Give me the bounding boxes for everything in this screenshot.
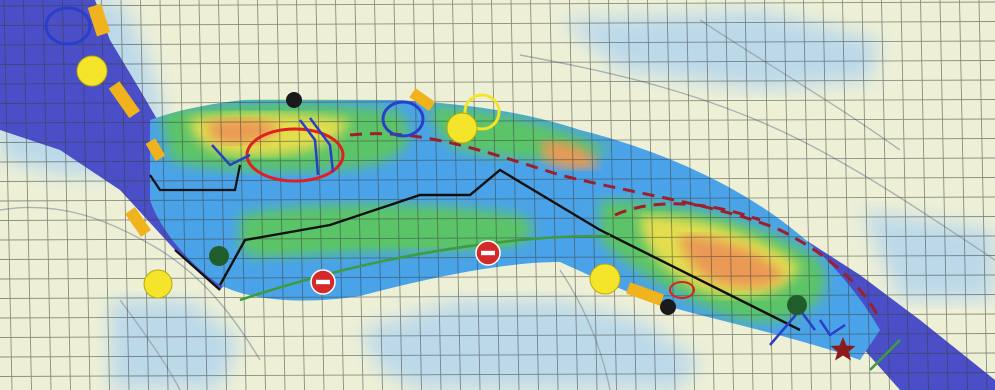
grid-line-vertical: [822, 0, 832, 390]
grid-line-vertical: [237, 0, 247, 390]
blue-ring-icon[interactable]: [381, 100, 425, 138]
grid-line-vertical: [257, 0, 266, 390]
grid-line-vertical: [861, 0, 871, 390]
grid-line-vertical: [744, 0, 754, 390]
grid-line-vertical: [510, 0, 520, 390]
barrier-icon[interactable]: [108, 81, 141, 119]
grid-line-vertical: [939, 0, 949, 390]
grid-line-vertical: [569, 0, 578, 390]
green-route-line: [869, 339, 901, 371]
grid-line-horizontal: [0, 216, 995, 221]
grid-line-vertical: [23, 0, 32, 390]
grid-line-vertical: [959, 0, 968, 390]
grid-line-vertical: [627, 0, 637, 390]
grid-line-vertical: [335, 0, 344, 390]
grid-line-vertical: [354, 0, 364, 390]
zone-boundary-line: [218, 168, 801, 332]
grid-line-vertical: [140, 0, 149, 390]
grid-line-horizontal: [0, 352, 995, 358]
buoys[interactable]: [76, 55, 621, 299]
marker-posts[interactable]: [209, 92, 807, 315]
barrier-icon[interactable]: [409, 88, 436, 111]
grid-line-vertical: [549, 0, 559, 390]
grid-line-vertical: [315, 0, 325, 390]
star-icon[interactable]: [830, 337, 856, 361]
grid-line-vertical: [179, 0, 188, 390]
grid-line-horizontal: [0, 313, 995, 319]
zone-boundary-line: [149, 164, 242, 192]
grid-line-horizontal: [0, 196, 995, 202]
grid-line-vertical: [842, 0, 851, 390]
no-entry-signs[interactable]: [310, 240, 501, 295]
grid-line-vertical: [159, 0, 169, 390]
buoy-icon[interactable]: [76, 55, 108, 87]
yellow-ring-icon[interactable]: [463, 93, 501, 131]
grid-line-vertical: [62, 0, 71, 390]
grid-line-vertical: [530, 0, 539, 390]
marker-post-icon[interactable]: [660, 299, 676, 315]
grid-line-horizontal: [0, 60, 995, 65]
grid-line-vertical: [666, 0, 676, 390]
buoy-icon[interactable]: [589, 263, 621, 295]
barrier-icon[interactable]: [145, 138, 166, 162]
grid-line-horizontal: [0, 138, 995, 143]
grid-line-vertical: [725, 0, 734, 390]
grid-line-horizontal: [0, 40, 995, 46]
buoy-icon[interactable]: [446, 112, 478, 144]
blue-ring-icon[interactable]: [44, 6, 92, 46]
grid-line-vertical: [218, 0, 227, 390]
grid-line-horizontal: [0, 99, 995, 104]
grid-line-vertical: [764, 0, 773, 390]
grid-line-horizontal: [0, 235, 995, 241]
red-ring-icon[interactable]: [245, 127, 345, 183]
grid-line-horizontal: [0, 79, 995, 85]
grid-line-horizontal: [0, 177, 995, 182]
red-ring-icon[interactable]: [669, 281, 695, 299]
grid-line-vertical: [374, 0, 383, 390]
grid-line-vertical: [881, 0, 890, 390]
grid-line-vertical: [3, 0, 13, 390]
grid-line-vertical: [978, 0, 988, 390]
zone-boundary-line: [174, 249, 221, 291]
grid-line-vertical: [705, 0, 715, 390]
no-entry-icon[interactable]: [310, 269, 336, 295]
grid-line-vertical: [588, 0, 598, 390]
grid-line-vertical: [491, 0, 500, 390]
grid-line-vertical: [686, 0, 695, 390]
grid-line-vertical: [198, 0, 208, 390]
barrier-icon[interactable]: [626, 282, 664, 306]
no-entry-icon[interactable]: [475, 240, 501, 266]
grid-line-vertical: [42, 0, 52, 390]
grid-line-vertical: [471, 0, 481, 390]
grid-line-horizontal: [0, 21, 995, 26]
grid-line-vertical: [900, 0, 910, 390]
marker-post-icon[interactable]: [209, 246, 229, 266]
marker-post-icon[interactable]: [787, 295, 807, 315]
grid-line-vertical: [120, 0, 130, 390]
barrier-icon[interactable]: [125, 207, 151, 237]
grid-line-vertical: [276, 0, 286, 390]
green-route-line: [239, 234, 611, 302]
grid-line-horizontal: [0, 1, 995, 7]
grid-line-vertical: [920, 0, 929, 390]
grid-line-horizontal: [0, 157, 995, 163]
barrier-icon[interactable]: [87, 3, 111, 37]
grid-line-horizontal: [0, 294, 995, 299]
buoy-icon[interactable]: [143, 269, 173, 299]
grid-line-vertical: [393, 0, 403, 390]
grid-line-vertical: [608, 0, 617, 390]
grid-line-horizontal: [0, 372, 995, 377]
grid-line-vertical: [296, 0, 305, 390]
marker-post-icon[interactable]: [286, 92, 302, 108]
barriers[interactable]: [87, 3, 664, 306]
